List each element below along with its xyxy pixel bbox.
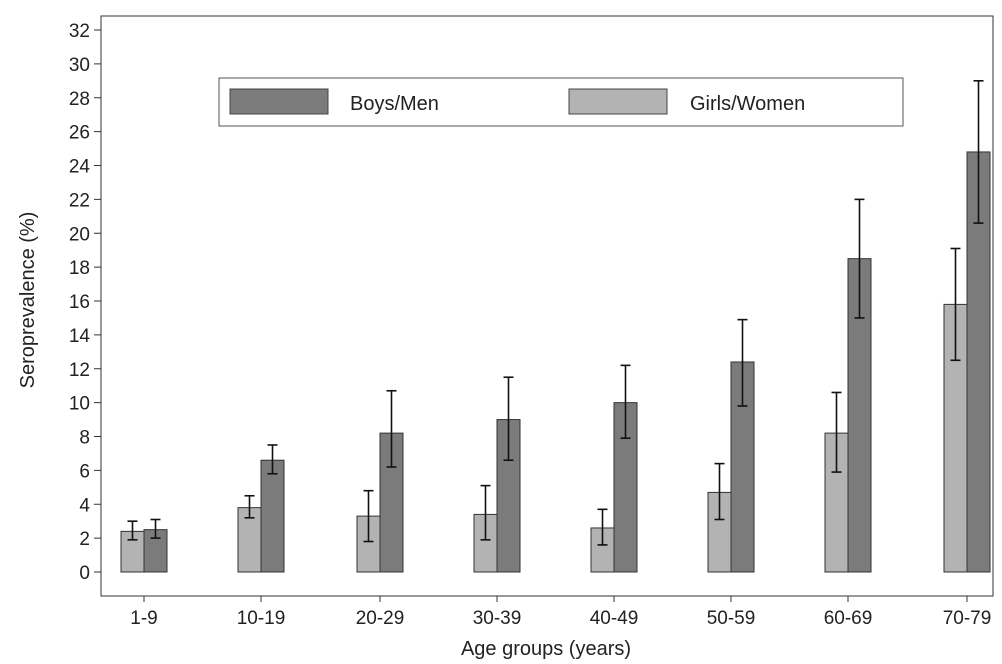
y-tick-label: 24	[69, 157, 91, 178]
x-tick-label: 60-69	[824, 608, 873, 629]
legend-label-girls-women: Girls/Women	[690, 93, 805, 115]
legend: Boys/Men Girls/Women	[218, 77, 904, 127]
y-axis-title: Seroprevalence (%)	[17, 212, 39, 389]
y-tick-label: 12	[69, 360, 90, 381]
x-tick-label: 70-79	[943, 608, 992, 629]
y-tick-label: 22	[69, 190, 90, 211]
y-tick-label: 32	[69, 21, 90, 42]
legend-swatch-girls-women	[568, 88, 668, 115]
y-tick-label: 16	[69, 292, 90, 313]
x-axis-title: Age groups (years)	[461, 638, 631, 660]
y-tick-label: 18	[69, 258, 90, 279]
y-tick-label: 30	[69, 55, 90, 76]
legend-box	[218, 77, 904, 127]
y-tick-label: 6	[79, 461, 90, 482]
x-tick-label: 10-19	[237, 608, 286, 629]
bar-boys-men	[260, 459, 285, 573]
y-tick-label: 2	[79, 529, 90, 550]
legend-label-boys-men: Boys/Men	[350, 93, 439, 115]
x-tick-label: 30-39	[473, 608, 522, 629]
x-tick-label: 40-49	[590, 608, 639, 629]
y-tick-label: 26	[69, 123, 90, 144]
y-tick-label: 28	[69, 89, 90, 110]
y-tick-label: 4	[79, 495, 90, 516]
y-tick-label: 14	[69, 326, 91, 347]
y-tick-label: 20	[69, 224, 90, 245]
x-tick-label: 20-29	[356, 608, 405, 629]
y-tick-label: 8	[79, 428, 90, 449]
y-tick-label: 0	[79, 563, 90, 584]
y-tick-label: 10	[69, 394, 90, 415]
x-tick-label: 50-59	[707, 608, 756, 629]
legend-swatch-boys-men	[229, 88, 329, 115]
bars-layer	[120, 80, 991, 573]
x-tick-label: 1-9	[130, 608, 157, 629]
